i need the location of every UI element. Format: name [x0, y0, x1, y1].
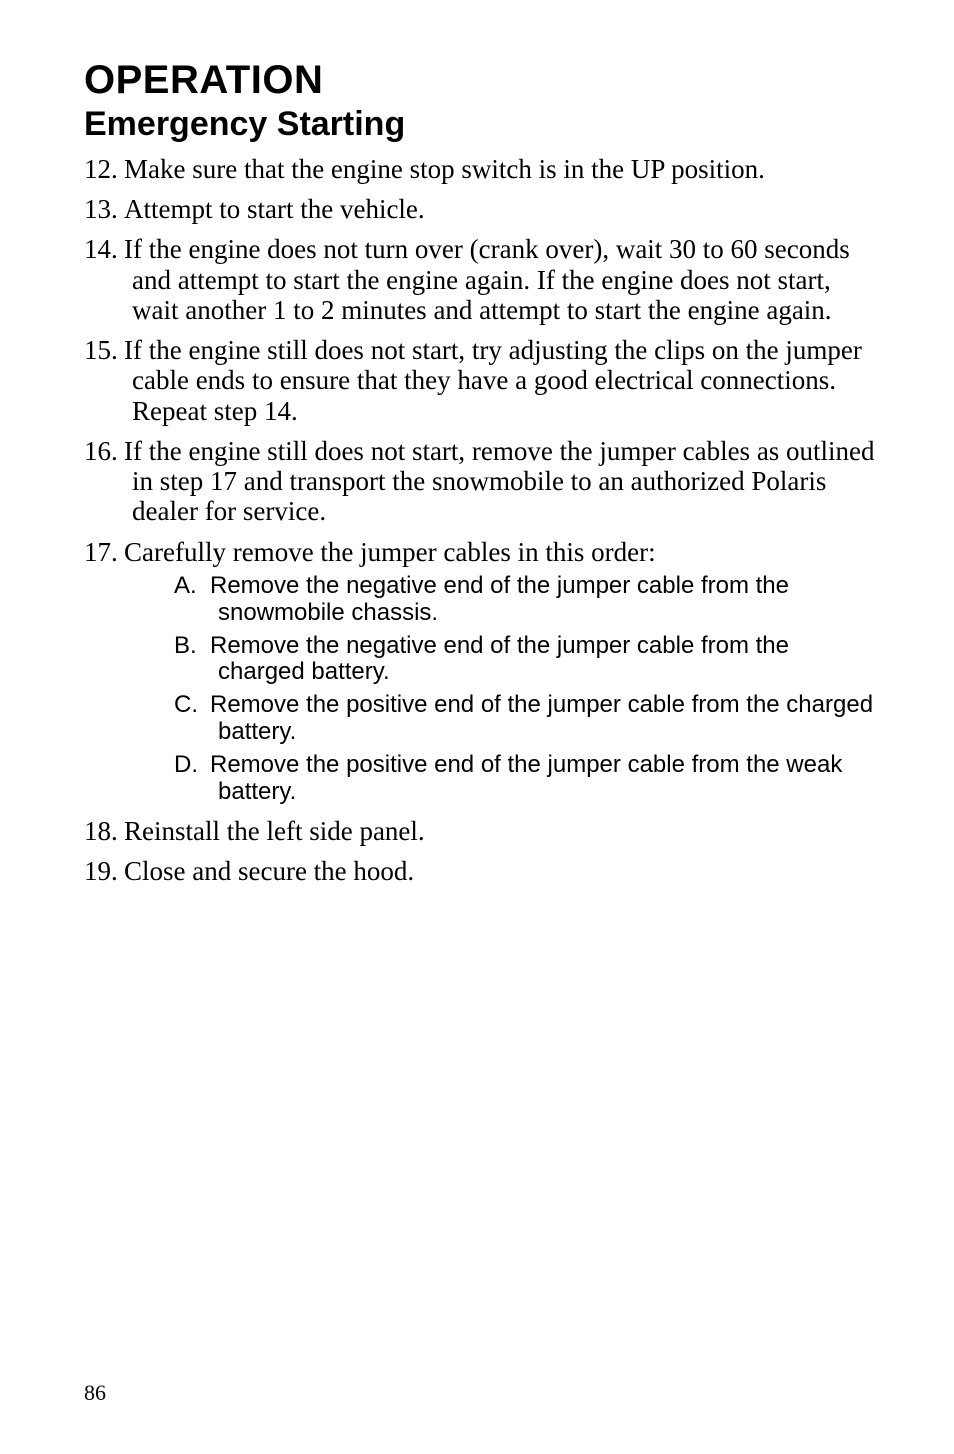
item-number: 17. [84, 537, 124, 567]
item-text: Close and secure the hood. [124, 856, 414, 886]
page-number: 86 [84, 1380, 106, 1406]
list-item: D.Remove the positive end of the jumper … [174, 752, 882, 806]
sub-list: A.Remove the negative end of the jumper … [174, 573, 882, 806]
item-letter: A. [174, 573, 210, 600]
item-number: 19. [84, 856, 124, 886]
item-letter: D. [174, 752, 210, 779]
list-item: A.Remove the negative end of the jumper … [174, 573, 882, 627]
list-item: 19.Close and secure the hood. [84, 856, 882, 886]
list-item: 16.If the engine still does not start, r… [84, 436, 882, 527]
item-number: 18. [84, 816, 124, 846]
item-text: Remove the negative end of the jumper ca… [210, 632, 789, 686]
item-letter: B. [174, 633, 210, 660]
list-item: 13.Attempt to start the vehicle. [84, 194, 882, 224]
item-letter: C. [174, 692, 210, 719]
main-list: 12.Make sure that the engine stop switch… [84, 154, 882, 886]
item-text: Attempt to start the vehicle. [124, 194, 425, 224]
list-item: 14.If the engine does not turn over (cra… [84, 234, 882, 325]
list-item: C.Remove the positive end of the jumper … [174, 692, 882, 746]
item-text: Remove the positive end of the jumper ca… [210, 691, 873, 745]
list-item: 17.Carefully remove the jumper cables in… [84, 537, 882, 806]
item-number: 14. [84, 234, 124, 264]
item-text: Remove the negative end of the jumper ca… [210, 572, 789, 626]
list-item: 12.Make sure that the engine stop switch… [84, 154, 882, 184]
item-number: 12. [84, 154, 124, 184]
page-subtitle: Emergency Starting [84, 105, 882, 144]
item-text: If the engine still does not start, try … [124, 335, 862, 425]
list-item: B.Remove the negative end of the jumper … [174, 633, 882, 687]
list-item: 18.Reinstall the left side panel. [84, 816, 882, 846]
item-text: Reinstall the left side panel. [124, 816, 425, 846]
item-text: Remove the positive end of the jumper ca… [210, 751, 842, 805]
item-text: If the engine does not turn over (crank … [124, 234, 850, 324]
page-title: OPERATION [84, 58, 882, 103]
item-text: If the engine still does not start, remo… [124, 436, 875, 526]
item-number: 13. [84, 194, 124, 224]
item-text: Make sure that the engine stop switch is… [124, 154, 765, 184]
item-number: 15. [84, 335, 124, 365]
item-text: Carefully remove the jumper cables in th… [124, 537, 656, 567]
list-item: 15.If the engine still does not start, t… [84, 335, 882, 426]
item-number: 16. [84, 436, 124, 466]
